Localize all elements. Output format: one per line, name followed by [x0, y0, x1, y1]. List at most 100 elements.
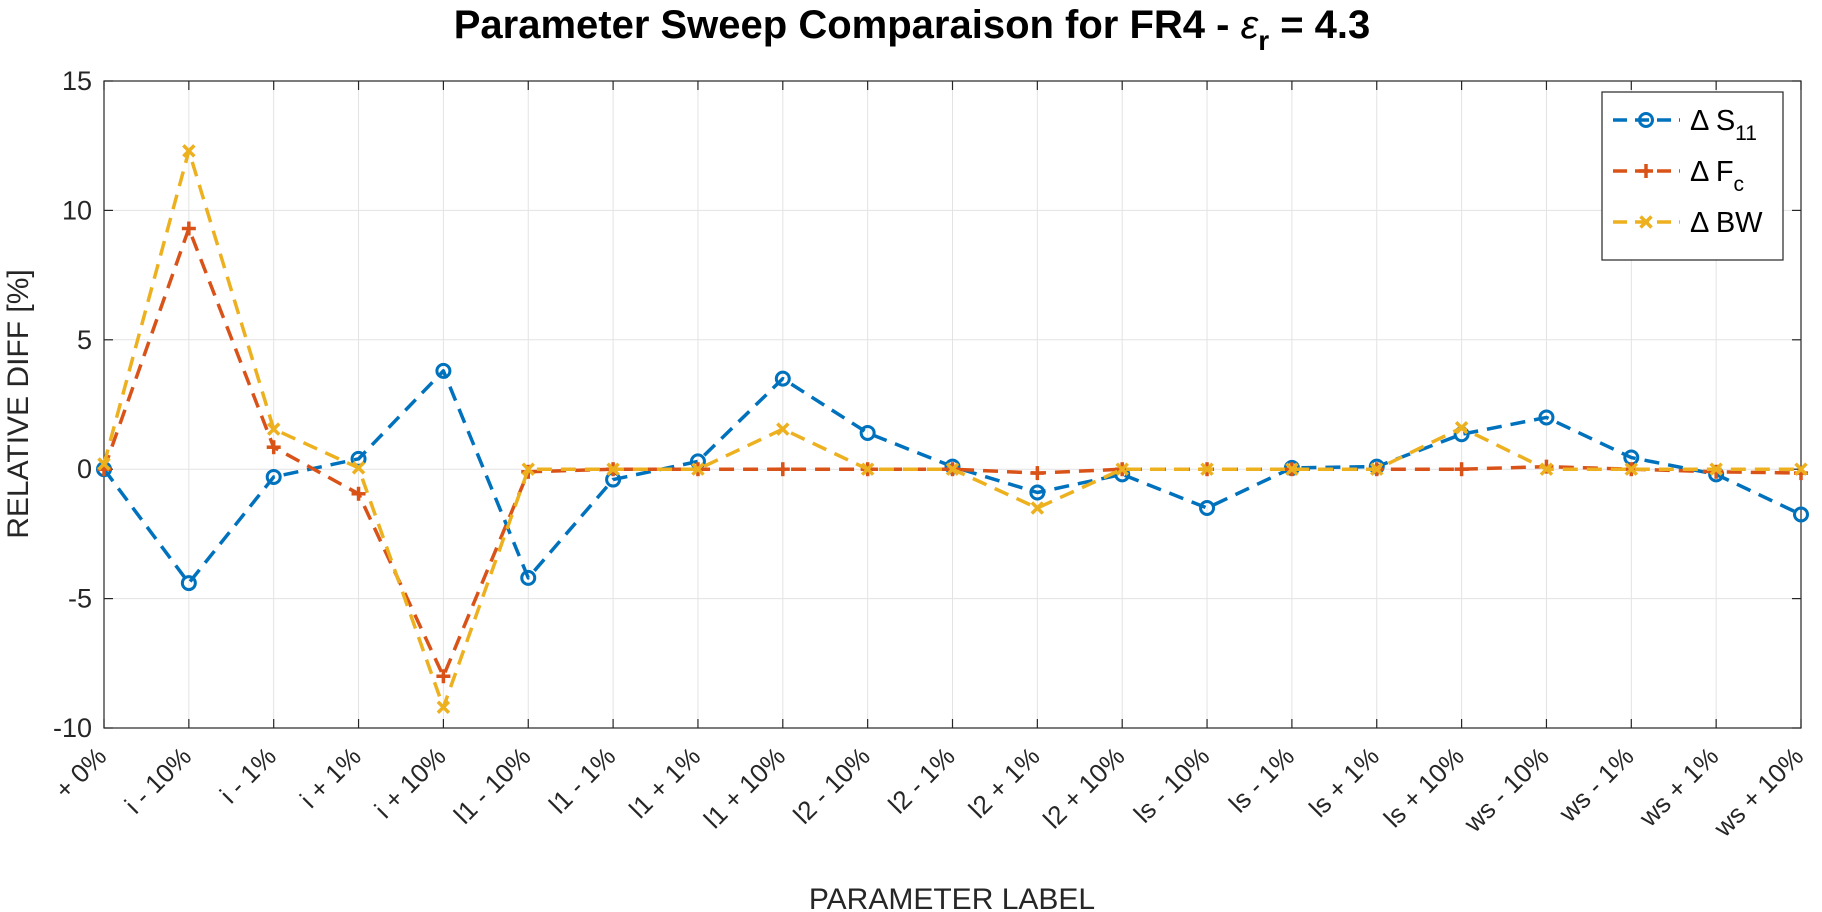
data-point-stroke	[1539, 462, 1554, 476]
data-point	[1029, 484, 1046, 501]
data-point	[1030, 501, 1045, 515]
data-point	[1285, 462, 1299, 476]
y-axis-label: RELATIVE DIFF [%]	[2, 269, 35, 539]
data-point	[436, 700, 451, 715]
data-point-stroke	[1285, 462, 1299, 476]
x-tick-label: l2 - 1%	[882, 741, 960, 819]
data-point	[945, 462, 960, 476]
data-point	[775, 462, 790, 477]
legend-label-subscript: c	[1734, 173, 1745, 196]
data-point	[1454, 421, 1469, 435]
legend-label-subscript: 11	[1735, 122, 1757, 145]
data-point	[351, 461, 366, 475]
data-point	[266, 440, 281, 455]
y-tick-label: 10	[62, 195, 92, 225]
x-tick-label: i - 10%	[119, 741, 197, 819]
x-tick-label: l2 + 1%	[963, 741, 1046, 824]
x-tick-label: ws - 1%	[1552, 741, 1639, 828]
x-tick-label: l1 + 1%	[623, 741, 706, 824]
data-point	[436, 669, 451, 684]
y-axis: -10 -5 0 5 10 15	[53, 66, 1801, 743]
data-point	[1709, 462, 1723, 476]
data-point-stroke	[436, 700, 451, 715]
data-point-stroke	[266, 422, 281, 436]
grid	[103, 80, 1802, 729]
legend-label-main: Δ BW	[1690, 207, 1763, 239]
data-point	[860, 462, 875, 476]
data-point	[351, 486, 366, 501]
y-tick-label: -5	[68, 584, 92, 614]
y-tick-label: -10	[53, 713, 92, 743]
data-point	[1624, 462, 1639, 476]
legend-label: Δ Fc	[1690, 156, 1744, 196]
data-point	[181, 221, 196, 236]
data-point	[1454, 462, 1469, 477]
data-point	[774, 370, 791, 387]
data-point-stroke	[1115, 462, 1129, 476]
data-point	[521, 462, 535, 476]
data-point-stroke	[945, 462, 960, 476]
x-tick-label: l1 + 10%	[698, 741, 791, 834]
y-tick-label: 15	[62, 66, 92, 96]
data-point	[1539, 462, 1554, 476]
title-symbol-sub: r	[1258, 25, 1269, 56]
data-point	[265, 468, 282, 485]
data-point-stroke	[1709, 462, 1723, 476]
x-tick-label: i - 1%	[214, 741, 282, 809]
series-layer	[96, 144, 1809, 715]
data-point	[1639, 215, 1653, 229]
x-tick-label: i + 1%	[294, 741, 367, 814]
legend-box	[1601, 91, 1784, 261]
data-point-stroke	[606, 462, 620, 476]
x-tick-label: l1 - 10%	[448, 741, 537, 830]
data-point	[1794, 462, 1808, 476]
x-tick-label: ws + 10%	[1707, 741, 1809, 843]
legend-entry: Δ BW	[1613, 207, 1763, 239]
x-tick-label: ls + 1%	[1303, 741, 1385, 823]
x-tick-label: l2 + 10%	[1037, 741, 1130, 834]
legend-label-main: Δ F	[1690, 156, 1734, 188]
series-line	[102, 226, 1802, 678]
x-tick-label: ls - 10%	[1128, 741, 1216, 829]
x-tick-label: + 0%	[49, 741, 113, 805]
data-point-stroke	[1370, 462, 1384, 476]
x-axis-label: PARAMETER LABEL	[809, 883, 1095, 912]
data-point-stroke	[1200, 462, 1214, 476]
data-point	[350, 450, 367, 467]
data-point	[1199, 500, 1216, 517]
title-tail: = 4.3	[1269, 3, 1370, 47]
data-point	[1538, 409, 1555, 426]
legend-label-main: Δ S	[1690, 105, 1735, 137]
data-point	[1115, 462, 1129, 476]
data-point-stroke	[860, 462, 875, 476]
series-2	[97, 144, 1808, 715]
data-point	[180, 575, 197, 592]
x-tick-label: ls - 1%	[1223, 741, 1300, 818]
title-symbol: ε	[1241, 3, 1260, 47]
data-point-stroke	[97, 457, 111, 471]
data-point-stroke	[521, 462, 535, 476]
y-tick-label: 0	[77, 454, 92, 484]
data-point	[606, 462, 620, 476]
x-tick-label: l1 - 1%	[543, 741, 621, 819]
x-tick-label: ls + 10%	[1378, 741, 1470, 833]
data-point	[1200, 462, 1214, 476]
data-point-stroke	[1454, 421, 1469, 435]
y-tick-label: 5	[77, 325, 92, 355]
legend-label: Δ S11	[1690, 105, 1757, 145]
data-point	[97, 457, 111, 471]
data-point	[859, 424, 876, 441]
chart-title: Parameter Sweep Comparaison for FR4 - εr…	[454, 3, 1371, 56]
legend-entry: Δ S11	[1613, 105, 1757, 145]
legend-entry: Δ Fc	[1613, 156, 1744, 196]
data-point	[1638, 112, 1654, 128]
data-point	[435, 362, 452, 379]
data-point	[776, 422, 790, 436]
legend-label: Δ BW	[1690, 207, 1763, 239]
data-point	[1370, 462, 1384, 476]
data-point-stroke	[776, 422, 790, 436]
data-point-stroke	[182, 144, 196, 158]
x-tick-label: l2 - 10%	[787, 741, 876, 830]
